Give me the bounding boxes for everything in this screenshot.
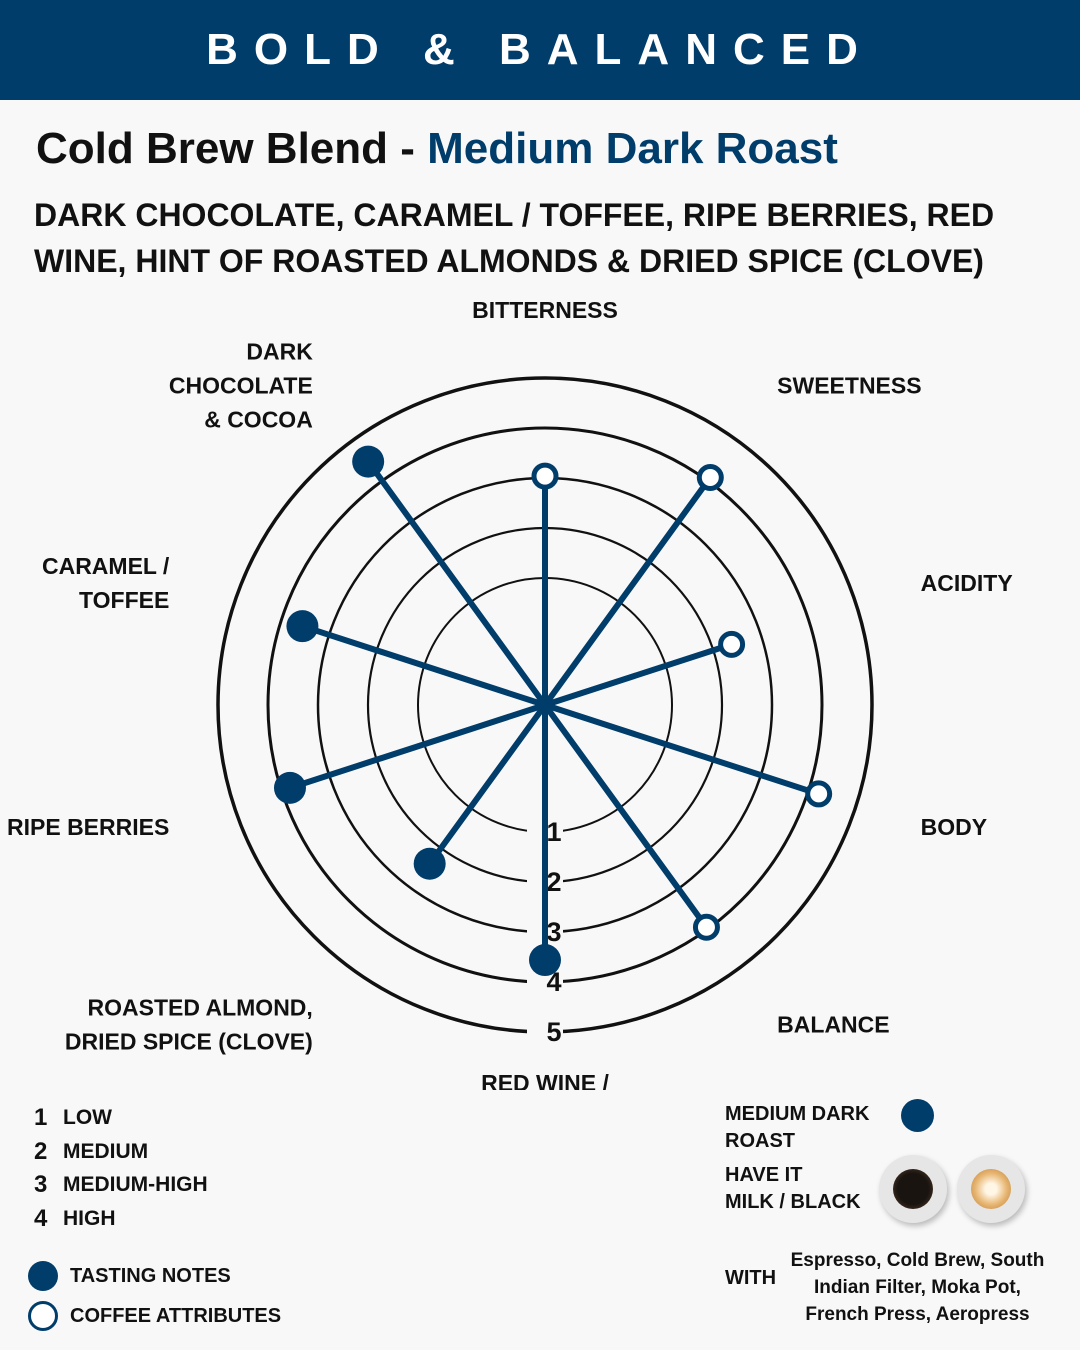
scale-label: LOW — [63, 1106, 112, 1129]
scale-item-4: 4 HIGH — [34, 1205, 116, 1233]
roast-level: Medium Dark Roast — [427, 124, 838, 173]
scale-item-3: 3 MEDIUM-HIGH — [34, 1171, 208, 1199]
axis-label: BITTERNESS — [472, 297, 618, 323]
tasting-note-marker — [529, 944, 561, 977]
legend-label: TASTING NOTES — [70, 1264, 231, 1287]
legend-label: COFFEE ATTRIBUTES — [70, 1304, 282, 1327]
scale-number: 4 — [34, 1205, 48, 1232]
scale-item-2: 2 MEDIUM — [34, 1138, 148, 1166]
axis-label: ACIDITY — [921, 570, 1013, 596]
brew-methods-line-3: French Press, Aeropress — [805, 1304, 1030, 1325]
header-banner: BOLD & BALANCED — [0, 0, 1080, 100]
ring-label: 3 — [546, 917, 561, 947]
tasting-note-marker — [273, 771, 306, 804]
tasting-note-marker — [413, 847, 446, 880]
legend-coffee-attributes: COFFEE ATTRIBUTES — [28, 1301, 281, 1331]
attribute-marker — [718, 630, 746, 658]
ring-label: 2 — [546, 867, 561, 897]
scale-label: HIGH — [63, 1207, 116, 1230]
filled-dot-icon — [28, 1261, 58, 1291]
brew-methods: Espresso, Cold Brew, South Indian Filter… — [790, 1247, 1045, 1328]
brew-methods-line-2: Indian Filter, Moka Pot, — [814, 1277, 1021, 1298]
radar-spoke — [542, 474, 714, 708]
axis-label: RIPE BERRIES — [7, 814, 169, 840]
tasting-note-marker — [286, 610, 319, 643]
with-label: WITH — [725, 1267, 777, 1289]
roast-line-1: MEDIUM DARK — [725, 1103, 870, 1125]
scale-label: MEDIUM-HIGH — [63, 1173, 208, 1196]
scale-item-1: 1 LOW — [34, 1104, 112, 1132]
flavor-radar-chart: 12345BITTERNESSSWEETNESSACIDITYBODYBALAN… — [7, 297, 1013, 1090]
radar-spoke — [542, 702, 822, 797]
ring-label: 1 — [546, 817, 561, 847]
attribute-marker — [805, 780, 833, 808]
ring-label: 5 — [546, 1017, 561, 1047]
axis-label: ROASTED ALMOND, DRIED SPICE (CLOVE) — [65, 995, 313, 1055]
page-title: Cold Brew Blend - Medium Dark Roast — [36, 124, 838, 174]
have-line-2: MILK / BLACK — [725, 1191, 861, 1213]
roast-dot-icon — [901, 1099, 934, 1132]
product-name: Cold Brew Blend - — [36, 124, 428, 173]
roast-info: MEDIUM DARK ROAST — [725, 1101, 869, 1155]
serving-info: HAVE IT MILK / BLACK — [725, 1162, 861, 1216]
axis-label: BODY — [921, 814, 987, 840]
axis-label: DARK CHOCOLATE & COCOA — [169, 338, 313, 432]
black-coffee-icon — [879, 1155, 947, 1223]
tasting-notes-summary: DARK CHOCOLATE, CARAMEL / TOFFEE, RIPE B… — [34, 197, 995, 279]
hollow-dot-icon — [28, 1301, 58, 1331]
axis-label: BALANCE — [777, 1012, 889, 1038]
radar-spoke — [542, 641, 735, 708]
radar-spoke — [542, 702, 710, 931]
axis-label: CARAMEL / TOFFEE — [42, 553, 170, 613]
milk-coffee-icon — [957, 1155, 1025, 1223]
radar-spoke — [299, 623, 548, 708]
legend-tasting-notes: TASTING NOTES — [28, 1261, 231, 1291]
roast-line-2: ROAST — [725, 1130, 795, 1152]
attribute-marker — [531, 462, 559, 490]
scale-number: 3 — [34, 1171, 48, 1198]
radar-spoke — [286, 702, 548, 791]
ring-label-bg — [527, 1015, 563, 1049]
scale-number: 2 — [34, 1138, 48, 1165]
tasting-note-marker — [352, 445, 385, 478]
brew-methods-line-1: Espresso, Cold Brew, South — [790, 1250, 1045, 1271]
axis-label: RED WINE /FERMENTED FRUIT — [436, 1070, 653, 1090]
attribute-marker — [692, 913, 720, 941]
scale-label: MEDIUM — [63, 1140, 149, 1163]
scale-number: 1 — [34, 1104, 48, 1131]
banner-title: BOLD & BALANCED — [206, 25, 874, 74]
have-line-1: HAVE IT — [725, 1164, 803, 1186]
radar-spoke — [365, 458, 548, 708]
radar-spoke — [426, 702, 548, 867]
attribute-marker — [696, 463, 724, 491]
axis-label: SWEETNESS — [777, 372, 921, 398]
